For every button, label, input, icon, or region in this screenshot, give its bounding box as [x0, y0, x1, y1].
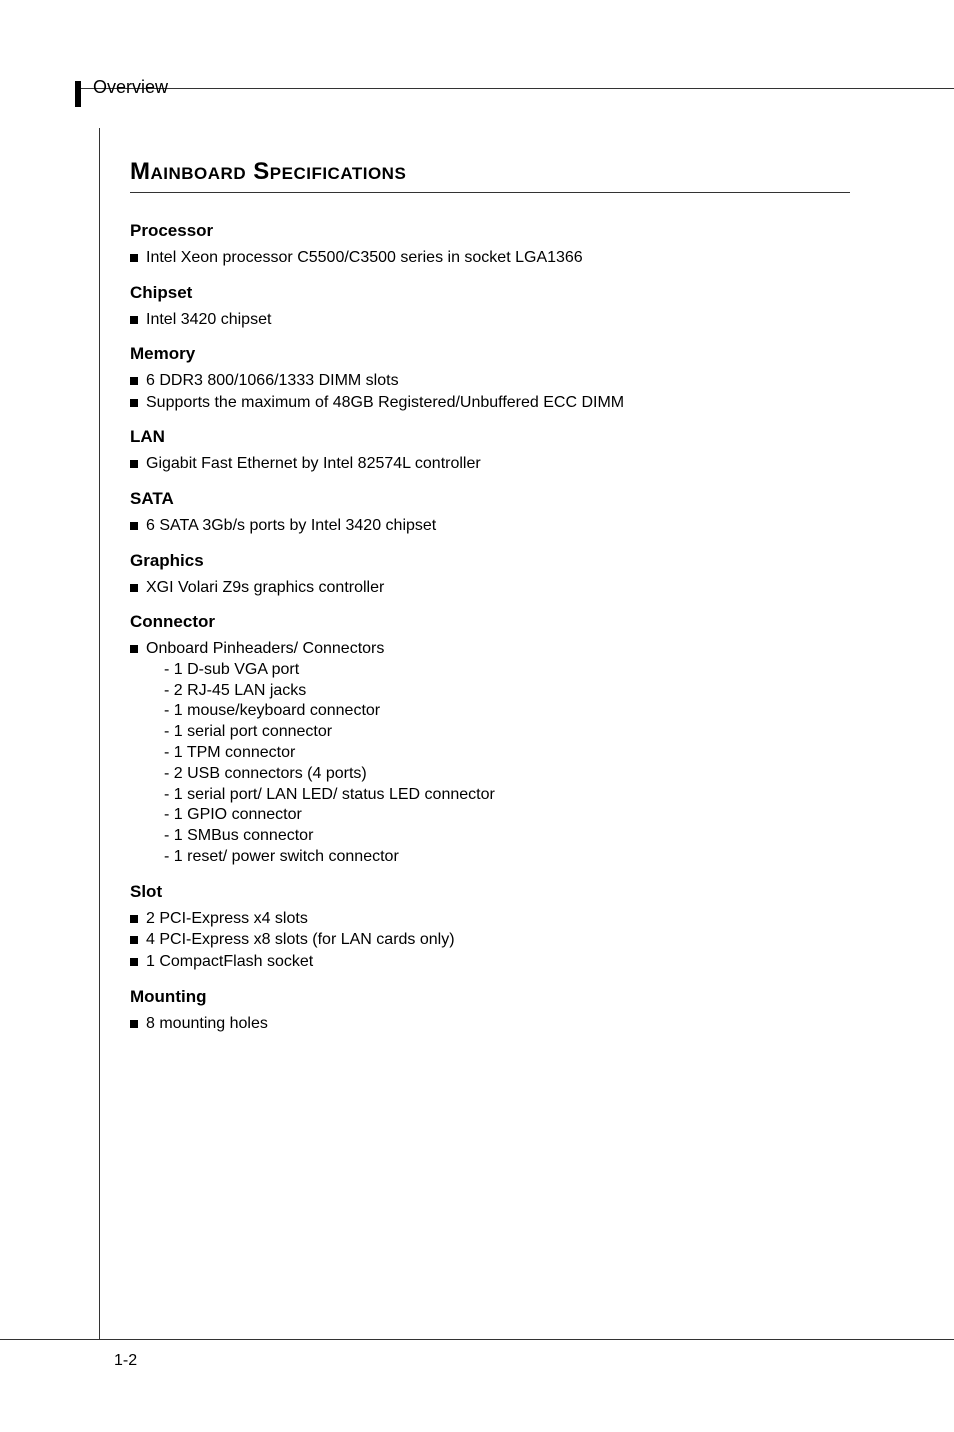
sub-bullet-line: - 1 SMBus connector: [130, 826, 850, 847]
square-bullet-icon: [130, 1020, 138, 1028]
content-area: Mainboard Specifications Processor Intel …: [130, 158, 850, 1034]
sub-bullet-line: - 1 D-sub VGA port: [130, 660, 850, 681]
bullet-line: 6 DDR3 800/1066/1333 DIMM slots: [130, 370, 850, 392]
section-head: Chipset: [130, 283, 850, 303]
footer-rule: [0, 1339, 954, 1340]
sub-bullet-line: - 2 USB connectors (4 ports): [130, 764, 850, 785]
bullet-text: XGI Volari Z9s graphics controller: [146, 577, 384, 599]
square-bullet-icon: [130, 399, 138, 407]
bullet-line: Supports the maximum of 48GB Registered/…: [130, 392, 850, 414]
square-bullet-icon: [130, 254, 138, 262]
bullet-text: 6 DDR3 800/1066/1333 DIMM slots: [146, 370, 399, 392]
section-head: SATA: [130, 489, 850, 509]
header-bar: Overview: [75, 88, 954, 130]
section-head: Mounting: [130, 987, 850, 1007]
square-bullet-icon: [130, 377, 138, 385]
square-bullet-icon: [130, 958, 138, 966]
bullet-text: 6 SATA 3Gb/s ports by Intel 3420 chipset: [146, 515, 436, 537]
bullet-line: Gigabit Fast Ethernet by Intel 82574L co…: [130, 453, 850, 475]
square-bullet-icon: [130, 522, 138, 530]
bullet-line: Intel Xeon processor C5500/C3500 series …: [130, 247, 850, 269]
bullet-line: 8 mounting holes: [130, 1013, 850, 1035]
sub-bullet-line: - 1 mouse/keyboard connector: [130, 701, 850, 722]
bullet-text: 4 PCI-Express x8 slots (for LAN cards on…: [146, 929, 455, 951]
bullet-text: Intel Xeon processor C5500/C3500 series …: [146, 247, 583, 269]
bullet-text: 1 CompactFlash socket: [146, 951, 313, 973]
bullet-line: 1 CompactFlash socket: [130, 951, 850, 973]
page-title: Mainboard Specifications: [130, 158, 850, 193]
bullet-line: 6 SATA 3Gb/s ports by Intel 3420 chipset: [130, 515, 850, 537]
bullet-text: Gigabit Fast Ethernet by Intel 82574L co…: [146, 453, 481, 475]
sub-bullet-line: - 2 RJ-45 LAN jacks: [130, 681, 850, 702]
section-head: Graphics: [130, 551, 850, 571]
square-bullet-icon: [130, 915, 138, 923]
section-head: Processor: [130, 221, 850, 241]
section-head: Connector: [130, 612, 850, 632]
bullet-text: Supports the maximum of 48GB Registered/…: [146, 392, 624, 414]
square-bullet-icon: [130, 316, 138, 324]
header-tick-icon: [75, 81, 81, 107]
section-head: Memory: [130, 344, 850, 364]
sub-bullet-line: - 1 TPM connector: [130, 743, 850, 764]
bullet-line: XGI Volari Z9s graphics controller: [130, 577, 850, 599]
page-number: 1-2: [114, 1352, 137, 1370]
left-margin-rule: [99, 128, 100, 1340]
bullet-text: 2 PCI-Express x4 slots: [146, 908, 308, 930]
square-bullet-icon: [130, 584, 138, 592]
sub-bullet-line: - 1 serial port connector: [130, 722, 850, 743]
square-bullet-icon: [130, 460, 138, 468]
bullet-line: 4 PCI-Express x8 slots (for LAN cards on…: [130, 929, 850, 951]
bullet-text: Onboard Pinheaders/ Connectors: [146, 638, 384, 660]
sub-bullet-line: - 1 reset/ power switch connector: [130, 847, 850, 868]
section-head: Slot: [130, 882, 850, 902]
bullet-text: Intel 3420 chipset: [146, 309, 271, 331]
square-bullet-icon: [130, 936, 138, 944]
bullet-text: 8 mounting holes: [146, 1013, 268, 1035]
bullet-line: Intel 3420 chipset: [130, 309, 850, 331]
header-label: Overview: [93, 77, 168, 98]
bullet-line: Onboard Pinheaders/ Connectors: [130, 638, 850, 660]
sub-bullet-line: - 1 serial port/ LAN LED/ status LED con…: [130, 785, 850, 806]
square-bullet-icon: [130, 645, 138, 653]
section-head: LAN: [130, 427, 850, 447]
sub-bullet-line: - 1 GPIO connector: [130, 805, 850, 826]
bullet-line: 2 PCI-Express x4 slots: [130, 908, 850, 930]
